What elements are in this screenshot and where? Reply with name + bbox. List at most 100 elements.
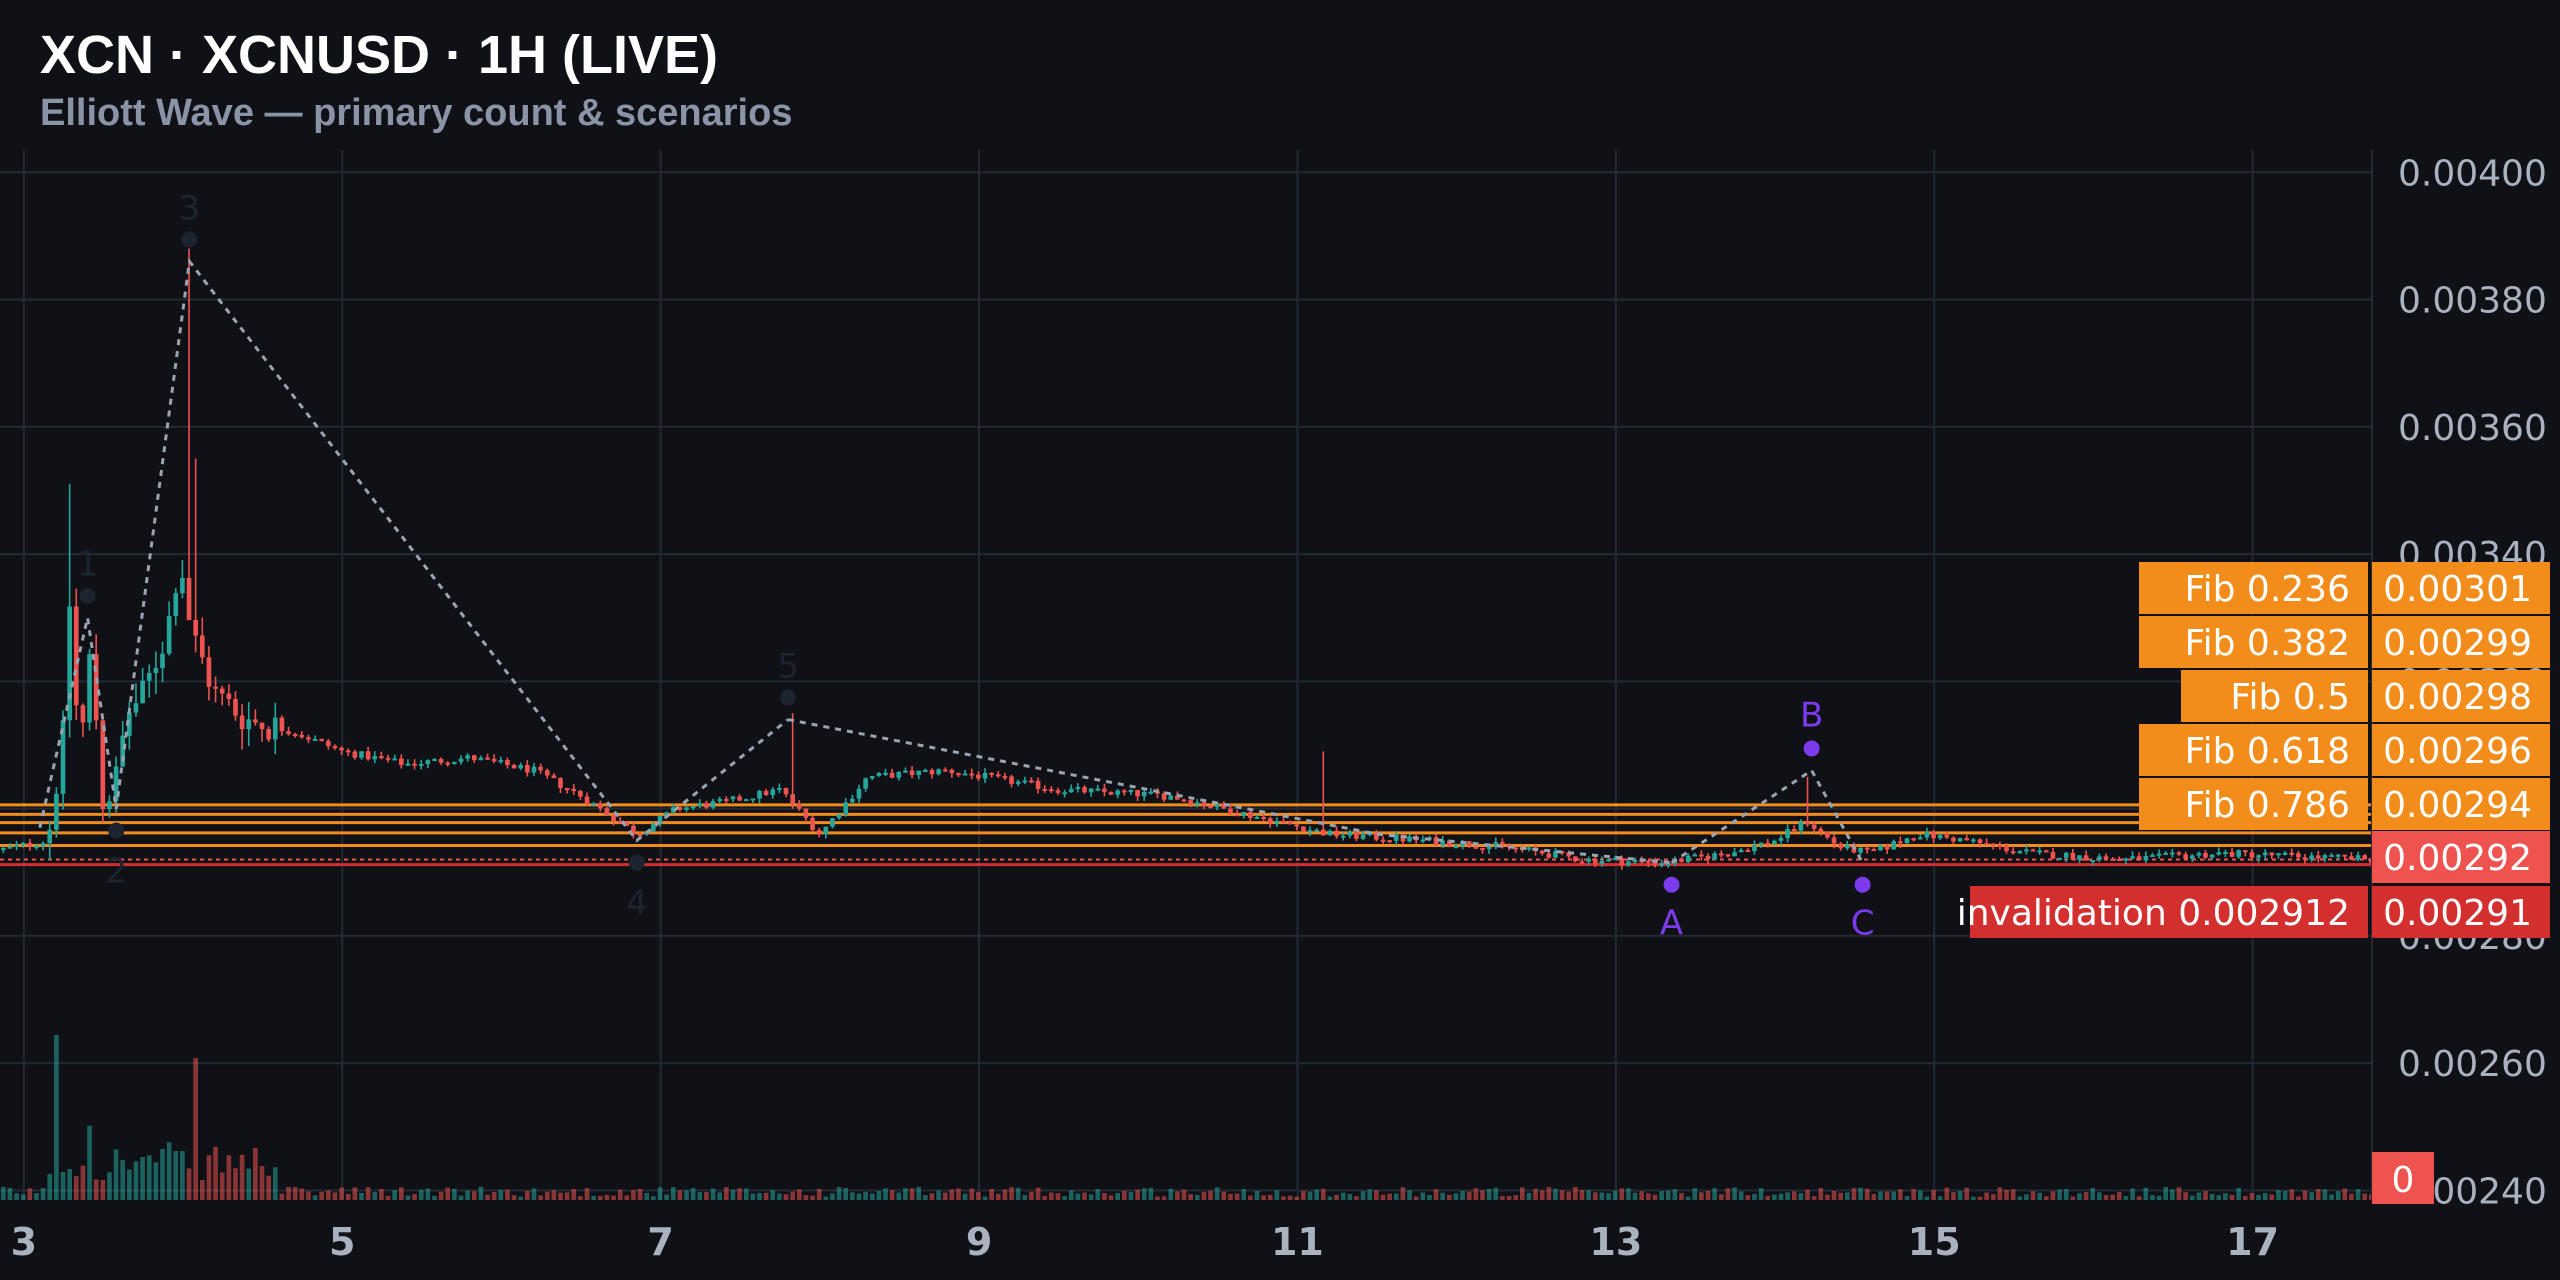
time-tick-label: 9 bbox=[966, 1220, 992, 1264]
candle-body bbox=[1029, 780, 1034, 783]
candle-body bbox=[1685, 855, 1691, 863]
candle-body bbox=[1599, 861, 1605, 864]
volume-bar bbox=[1811, 1196, 1817, 1200]
candle-body bbox=[1320, 829, 1326, 836]
volume-bar bbox=[1891, 1191, 1897, 1200]
candle-body bbox=[724, 799, 729, 802]
volume-bar bbox=[2209, 1193, 2215, 1200]
volume-bar bbox=[1261, 1195, 1266, 1200]
volume-bar bbox=[2329, 1194, 2334, 1200]
candle-body bbox=[664, 812, 669, 816]
volume-bar bbox=[783, 1194, 789, 1200]
candles bbox=[0, 248, 2374, 870]
volume-bar bbox=[445, 1187, 451, 1200]
volume-bar bbox=[1911, 1189, 1916, 1200]
volume-bar bbox=[40, 1188, 46, 1200]
volume-bar bbox=[730, 1189, 736, 1200]
candle-body bbox=[1778, 838, 1784, 841]
candle-body bbox=[730, 796, 736, 800]
candle-body bbox=[763, 790, 769, 796]
candle-body bbox=[1407, 836, 1412, 842]
wave-point-4 bbox=[628, 854, 645, 871]
candle-body bbox=[140, 680, 145, 704]
candle-body bbox=[1858, 847, 1863, 853]
volume-bar bbox=[750, 1193, 756, 1200]
candle-body bbox=[2355, 855, 2361, 860]
volume-bar bbox=[2322, 1189, 2328, 1200]
volume-bar bbox=[1009, 1187, 1014, 1200]
candle-body bbox=[465, 755, 470, 759]
volume-bar bbox=[312, 1195, 318, 1200]
time-axis: 3 5 7 9 11 13 15 17 bbox=[11, 1220, 2279, 1264]
time-tick-label: 13 bbox=[1589, 1220, 1642, 1264]
candle-body bbox=[1878, 845, 1883, 851]
volume-bar bbox=[2024, 1194, 2029, 1200]
candle-body bbox=[1201, 802, 1207, 807]
volume-bar bbox=[909, 1188, 915, 1200]
volume-bar bbox=[2063, 1188, 2069, 1200]
wave-point-5 bbox=[780, 689, 797, 706]
candle-body bbox=[1957, 838, 1963, 842]
volume-bar bbox=[160, 1148, 165, 1200]
volume-bar bbox=[2110, 1194, 2115, 1200]
candle-body bbox=[1002, 776, 1008, 779]
candle-body bbox=[1194, 802, 1200, 805]
volume-bar bbox=[1175, 1191, 1180, 1200]
volume-bar bbox=[2242, 1195, 2248, 1200]
volume-bar bbox=[2223, 1193, 2228, 1200]
volume-bar bbox=[2156, 1195, 2162, 1200]
candle-body bbox=[213, 686, 218, 689]
elliott-wave-overlay: 1 2 3 4 5 A B C bbox=[38, 188, 1874, 944]
candle-body bbox=[1135, 789, 1140, 797]
candle-body bbox=[1785, 829, 1790, 839]
candle-body bbox=[2196, 853, 2202, 856]
candle-body bbox=[2309, 855, 2314, 860]
candle-body bbox=[2136, 856, 2142, 861]
candle-body bbox=[525, 765, 530, 773]
volume-bar bbox=[1062, 1196, 1067, 1200]
candle-body bbox=[253, 719, 258, 723]
candle-body bbox=[2156, 853, 2162, 856]
volume-bar bbox=[93, 1179, 99, 1200]
candle-body bbox=[1254, 817, 1260, 820]
volume-bar bbox=[2070, 1196, 2076, 1200]
volume-bar bbox=[1400, 1187, 1406, 1200]
fib-label: Fib 0.236 bbox=[2185, 569, 2350, 610]
candle-body bbox=[107, 801, 112, 810]
volume-bar bbox=[432, 1195, 437, 1200]
candle-body bbox=[1772, 840, 1777, 845]
candle-body bbox=[617, 821, 623, 824]
candle-body bbox=[2315, 855, 2321, 859]
candle-body bbox=[2024, 849, 2029, 852]
volume-bar bbox=[80, 1165, 86, 1200]
volume-bar bbox=[1712, 1188, 1717, 1200]
volume-bar bbox=[458, 1195, 464, 1200]
volume-bar bbox=[1082, 1192, 1087, 1200]
volume-bar bbox=[1374, 1190, 1379, 1200]
volume-bar bbox=[1977, 1196, 1983, 1200]
volume-bar bbox=[2057, 1189, 2062, 1200]
candle-body bbox=[624, 822, 630, 826]
volume-bar bbox=[1619, 1188, 1625, 1200]
volume-bar bbox=[2203, 1190, 2208, 1200]
candle-body bbox=[1241, 812, 1247, 816]
candle-body bbox=[1765, 842, 1771, 845]
volume-bar bbox=[1340, 1192, 1346, 1200]
volume-bar bbox=[0, 1186, 6, 1200]
volume-bar bbox=[1141, 1188, 1147, 1200]
candle-body bbox=[166, 615, 172, 654]
candle-body bbox=[2083, 855, 2089, 861]
candle-body bbox=[684, 807, 689, 810]
candle-body bbox=[631, 825, 636, 835]
volume-bar bbox=[1320, 1188, 1326, 1200]
price-tick-label: 0.00260 bbox=[2398, 1044, 2547, 1085]
volume-bar bbox=[657, 1187, 663, 1200]
candle-body bbox=[869, 776, 875, 779]
candle-body bbox=[750, 798, 756, 801]
candle-body bbox=[1712, 853, 1717, 860]
volume-bar bbox=[677, 1190, 683, 1200]
volume-bar bbox=[2216, 1195, 2222, 1200]
volume-bar bbox=[206, 1155, 212, 1200]
candle-body bbox=[127, 712, 132, 736]
